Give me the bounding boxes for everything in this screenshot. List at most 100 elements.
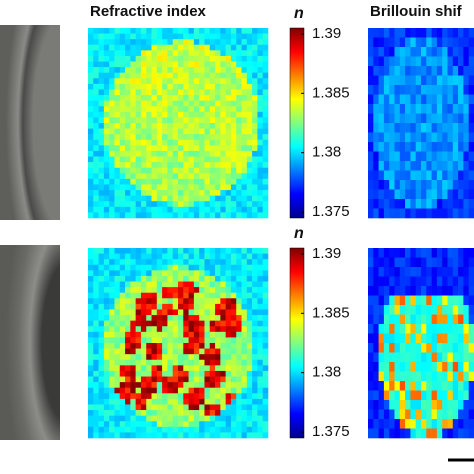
heatmap-cell (225, 337, 232, 344)
brillouin-cell (415, 151, 422, 162)
heatmap-cell (130, 162, 136, 169)
brillouin-cell (368, 305, 374, 315)
heatmap-cell (262, 106, 269, 113)
heatmap-cell (209, 173, 216, 180)
heatmap-cell (178, 95, 184, 101)
heatmap-cell (98, 162, 105, 169)
brillouin-cell (442, 132, 448, 143)
heatmap-cell (199, 89, 205, 96)
heatmap-cell (199, 281, 205, 288)
heatmap-cell (125, 201, 131, 208)
heatmap-cell (140, 95, 147, 101)
heatmap-cell (151, 50, 158, 57)
brillouin-cell (442, 371, 448, 382)
heatmap-cell (135, 167, 142, 174)
heatmap-cell (215, 275, 221, 282)
heatmap-cell (241, 28, 248, 34)
brillouin-cell (373, 267, 379, 277)
brillouin-cell (368, 66, 374, 76)
heatmap-cell (188, 95, 195, 101)
heatmap-cell (225, 315, 232, 321)
brillouin-cell (426, 170, 432, 181)
heatmap-cell (93, 354, 99, 361)
heatmap-cell (230, 348, 237, 355)
brillouin-cell (442, 248, 448, 258)
heatmap-cell (188, 167, 195, 174)
heatmap-cell (241, 201, 248, 208)
heatmap-cell (236, 398, 242, 405)
heatmap-cell (114, 365, 121, 372)
heatmap-cell (162, 50, 168, 57)
heatmap-cell (93, 387, 99, 394)
heatmap-cell (225, 326, 232, 333)
heatmap-cell (230, 39, 237, 46)
heatmap-cell (246, 39, 253, 46)
heatmap-cell (236, 61, 242, 68)
heatmap-cell (236, 382, 242, 389)
heatmap-cell (220, 139, 226, 146)
heatmap-cell (109, 376, 115, 383)
heatmap-cell (109, 156, 115, 163)
heatmap-cell (262, 184, 269, 191)
heatmap-cell (215, 382, 221, 389)
brillouin-cell (383, 123, 390, 133)
colorbar-tick-label: 1.38 (312, 144, 341, 161)
heatmap-cell (209, 111, 216, 118)
brillouin-cell (415, 170, 422, 181)
heatmap-cell (246, 264, 253, 271)
heatmap-cell (252, 248, 258, 254)
heatmap-cell (225, 123, 232, 129)
heatmap-cell (204, 212, 211, 219)
heatmap-cell (193, 61, 200, 68)
heatmap-cell (230, 195, 237, 202)
heatmap-cell (162, 398, 168, 405)
heatmap-cell (246, 67, 253, 74)
brillouin-cell (426, 295, 432, 306)
heatmap-cell (135, 359, 142, 366)
heatmap-cell (236, 404, 242, 411)
heatmap-cell (135, 134, 142, 141)
brillouin-cell (405, 286, 411, 296)
heatmap-cell (135, 212, 142, 219)
heatmap-cell (162, 111, 168, 118)
heatmap-cell (230, 298, 237, 305)
heatmap-cell (98, 134, 105, 141)
brillouin-cell (447, 286, 454, 296)
heatmap-cell (188, 275, 195, 282)
heatmap-cell (93, 287, 99, 294)
heatmap-cell (162, 382, 168, 389)
heatmap-cell (252, 89, 258, 96)
brillouin-cell (410, 400, 416, 410)
heatmap-cell (241, 190, 248, 196)
heatmap-cell (220, 315, 226, 321)
heatmap-cell (114, 89, 121, 96)
brillouin-cell (405, 428, 411, 439)
heatmap-cell (130, 117, 136, 124)
heatmap-cell (151, 178, 158, 185)
brillouin-cell (399, 189, 406, 200)
heatmap-cell (193, 303, 200, 310)
heatmap-cell (119, 134, 126, 141)
brillouin-cell (389, 324, 395, 334)
heatmap-cell (140, 83, 147, 90)
heatmap-cell (119, 44, 126, 51)
heatmap-cell (220, 410, 226, 416)
brillouin-cell (463, 419, 469, 429)
heatmap-cell (109, 162, 115, 169)
heatmap-cell (204, 95, 211, 101)
brillouin-cell (431, 305, 438, 315)
heatmap-cell (257, 190, 263, 196)
heatmap-cell (156, 55, 163, 62)
brillouin-cell (399, 199, 406, 209)
heatmap-cell (220, 95, 226, 101)
brillouin-cell (415, 343, 422, 353)
heatmap-cell (88, 275, 94, 282)
heatmap-cell (130, 281, 136, 288)
heatmap-cell (114, 404, 121, 411)
heatmap-cell (98, 315, 105, 321)
heatmap-cell (204, 67, 211, 74)
heatmap-cell (188, 432, 195, 439)
heatmap-cell (188, 55, 195, 62)
heatmap-cell (114, 298, 121, 305)
heatmap-cell (135, 72, 142, 79)
